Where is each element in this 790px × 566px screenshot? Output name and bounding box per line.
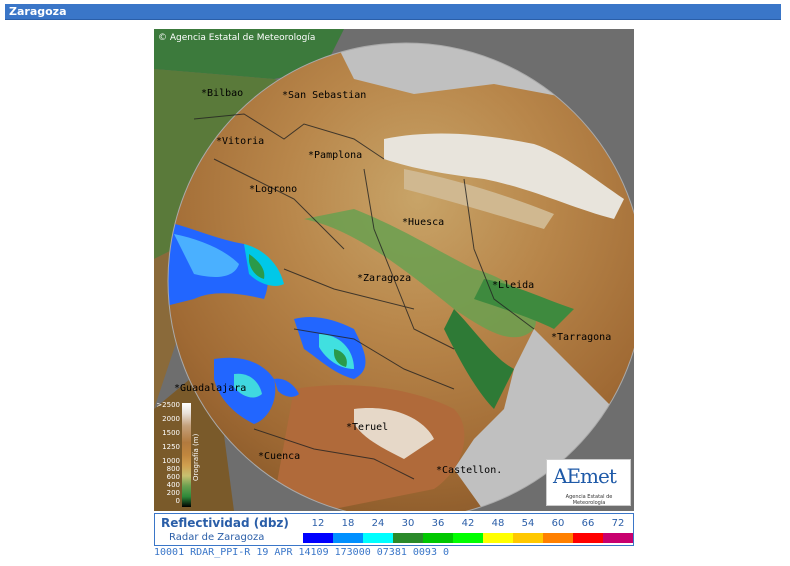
legend-cell: 60 — [543, 517, 573, 543]
legend-cell: 24 — [363, 517, 393, 543]
status-strip: 10001 RDAR_PPI-R 19 APR 14109 173000 073… — [154, 546, 634, 560]
legend-cell: 18 — [333, 517, 363, 543]
orography-level: >2500 — [156, 401, 180, 409]
aemet-logo: AEmet Agencia Estatal de Meteorología — [546, 459, 631, 506]
legend-swatch — [453, 533, 483, 543]
page-title: Zaragoza — [5, 4, 781, 20]
orography-level: 2000 — [162, 415, 180, 423]
city-label-san-sebastian: San Sebastian — [282, 90, 366, 101]
legend-cell: 72 — [603, 517, 633, 543]
legend-swatch — [423, 533, 453, 543]
legend-value: 42 — [461, 518, 475, 529]
orography-level: 1250 — [162, 443, 180, 451]
orography-color-bar — [182, 403, 191, 507]
legend-cell: 12 — [303, 517, 333, 543]
legend-title: Reflectividad (dbz) — [161, 516, 289, 530]
legend-swatch — [303, 533, 333, 543]
city-label-bilbao: Bilbao — [201, 88, 243, 99]
city-label-huesca: Huesca — [402, 217, 444, 228]
copyright-icon: © — [158, 33, 167, 43]
city-label-pamplona: Pamplona — [308, 150, 362, 161]
reflectivity-legend: Reflectividad (dbz) Radar de Zaragoza 12… — [154, 513, 634, 546]
orography-scale: >2500 2000 1500 1250 1000 800 600 400 20… — [156, 401, 206, 507]
legend-swatch — [513, 533, 543, 543]
legend-value: 72 — [611, 518, 625, 529]
legend-subtitle: Radar de Zaragoza — [169, 532, 265, 543]
legend-swatch — [333, 533, 363, 543]
city-label-vitoria: Vitoria — [216, 136, 264, 147]
orography-level: 400 — [166, 481, 180, 489]
legend-swatch — [483, 533, 513, 543]
legend-cell: 48 — [483, 517, 513, 543]
legend-value: 24 — [371, 518, 385, 529]
orography-level: 800 — [166, 465, 180, 473]
aemet-logo-subtitle: Agencia Estatal de Meteorología — [565, 494, 613, 506]
copyright-notice: © Agencia Estatal de Meteorología — [158, 33, 315, 43]
legend-swatch — [393, 533, 423, 543]
legend-scale: 12 18 24 30 36 42 48 54 60 66 72 — [303, 517, 633, 543]
city-label-guadalajara: Guadalajara — [174, 383, 246, 394]
legend-swatch — [363, 533, 393, 543]
radar-map: © Agencia Estatal de Meteorología Bilbao… — [154, 29, 634, 511]
legend-value: 66 — [581, 518, 595, 529]
legend-cell: 42 — [453, 517, 483, 543]
legend-value: 12 — [311, 518, 325, 529]
city-label-teruel: Teruel — [346, 422, 388, 433]
legend-value: 48 — [491, 518, 505, 529]
legend-cell: 36 — [423, 517, 453, 543]
legend-value: 36 — [431, 518, 445, 529]
legend-value: 30 — [401, 518, 415, 529]
orography-level: 600 — [166, 473, 180, 481]
city-label-lleida: Lleida — [492, 280, 534, 291]
legend-cell: 66 — [573, 517, 603, 543]
legend-value: 54 — [521, 518, 535, 529]
legend-cell: 30 — [393, 517, 423, 543]
orography-level: 1500 — [162, 429, 180, 437]
legend-value: 60 — [551, 518, 565, 529]
copyright-text: Agencia Estatal de Meteorología — [169, 33, 316, 43]
legend-swatch — [603, 533, 633, 543]
orography-level: 1000 — [162, 457, 180, 465]
legend-swatch — [573, 533, 603, 543]
city-label-cuenca: Cuenca — [258, 451, 300, 462]
radar-map-image — [154, 29, 634, 511]
city-label-zaragoza: Zaragoza — [357, 273, 411, 284]
orography-level: 200 — [166, 489, 180, 497]
orography-level: 0 — [175, 497, 180, 505]
legend-swatch — [543, 533, 573, 543]
legend-cell: 54 — [513, 517, 543, 543]
city-label-tarragona: Tarragona — [551, 332, 611, 343]
city-label-castellon: Castellon. — [436, 465, 502, 476]
city-label-logrono: Logrono — [249, 184, 297, 195]
orography-title: Orografía (m) — [192, 433, 200, 481]
aemet-logo-text: AEmet — [553, 464, 617, 488]
legend-value: 18 — [341, 518, 355, 529]
